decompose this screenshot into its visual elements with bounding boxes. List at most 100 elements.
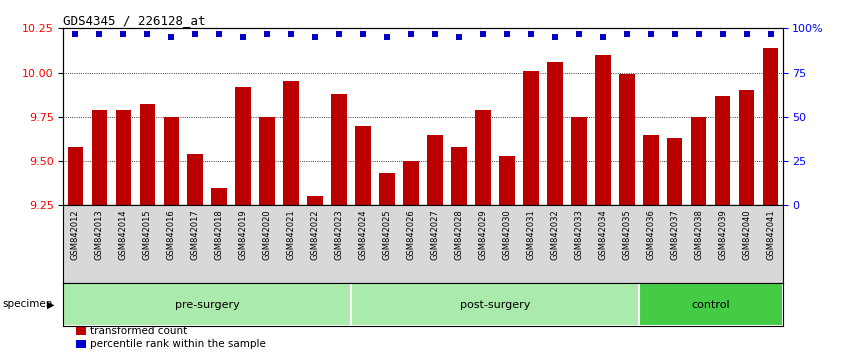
Text: GSM842021: GSM842021 [287,209,295,260]
Text: GSM842036: GSM842036 [646,209,655,260]
Bar [595,55,611,205]
Bar [235,87,251,205]
Point [644,31,657,36]
Text: GSM842017: GSM842017 [191,209,200,260]
Text: GSM842041: GSM842041 [766,209,775,260]
Text: GSM842033: GSM842033 [574,209,583,260]
Text: GSM842023: GSM842023 [335,209,343,260]
Text: GDS4345 / 226128_at: GDS4345 / 226128_at [63,14,206,27]
Point [500,31,514,36]
Point [356,31,370,36]
Text: transformed count: transformed count [90,326,187,336]
Point [548,34,562,40]
Point [572,31,585,36]
Point [716,31,729,36]
Point [428,31,442,36]
Text: GSM842027: GSM842027 [431,209,439,260]
Point [764,31,777,36]
Point [92,31,106,36]
Point [380,34,393,40]
Bar [571,117,586,205]
Text: GSM842014: GSM842014 [119,209,128,260]
Bar [619,74,634,205]
Bar [116,110,131,205]
Text: GSM842015: GSM842015 [143,209,151,260]
Text: GSM842030: GSM842030 [503,209,511,260]
Text: GSM842040: GSM842040 [742,209,751,260]
Text: GSM842012: GSM842012 [71,209,80,260]
Text: control: control [691,300,730,310]
Point [140,31,154,36]
Text: GSM842034: GSM842034 [598,209,607,260]
Point [524,31,537,36]
Bar [260,117,275,205]
Text: GSM842020: GSM842020 [263,209,272,260]
Bar [643,135,658,205]
Text: GSM842031: GSM842031 [526,209,536,260]
Text: GSM842018: GSM842018 [215,209,223,260]
Point [284,31,298,36]
Bar [140,104,155,205]
Bar [91,110,107,205]
Bar [63,283,351,326]
Text: post-surgery: post-surgery [459,300,530,310]
Bar [404,161,419,205]
Bar [283,81,299,205]
Bar [351,283,639,326]
Text: GSM842039: GSM842039 [718,209,727,260]
Bar [475,110,491,205]
Point [308,34,321,40]
Point [596,34,609,40]
Bar [763,48,778,205]
Point [739,31,753,36]
Bar [188,154,203,205]
Text: GSM842024: GSM842024 [359,209,367,260]
Bar [739,90,755,205]
Bar [163,117,179,205]
Point [620,31,634,36]
Point [261,31,274,36]
Text: GSM842013: GSM842013 [95,209,104,260]
Bar [523,71,539,205]
Text: specimen: specimen [3,299,53,309]
Text: GSM842026: GSM842026 [407,209,415,260]
Point [189,31,202,36]
Bar [547,62,563,205]
Text: GSM842019: GSM842019 [239,209,248,260]
Text: GSM842025: GSM842025 [382,209,392,260]
Bar [451,147,467,205]
Bar [332,94,347,205]
Text: GSM842037: GSM842037 [670,209,679,260]
Text: GSM842038: GSM842038 [695,209,703,260]
Bar [639,283,783,326]
Bar [379,173,395,205]
Point [164,34,178,40]
Point [117,31,130,36]
Text: GSM842029: GSM842029 [479,209,487,260]
Point [667,31,681,36]
Text: GSM842032: GSM842032 [551,209,559,260]
Point [476,31,490,36]
Bar [499,156,514,205]
Text: GSM842028: GSM842028 [454,209,464,260]
Text: percentile rank within the sample: percentile rank within the sample [90,339,266,349]
Point [69,31,82,36]
Point [212,31,226,36]
Text: GSM842022: GSM842022 [310,209,320,260]
Bar [427,135,442,205]
Bar [715,96,730,205]
Bar [667,138,683,205]
Bar [691,117,706,205]
Text: pre-surgery: pre-surgery [175,300,239,310]
Text: ▶: ▶ [47,299,55,309]
Point [452,34,465,40]
Text: GSM842035: GSM842035 [623,209,631,260]
Bar [307,196,323,205]
Bar [68,147,83,205]
Point [692,31,706,36]
Point [332,31,346,36]
Text: GSM842016: GSM842016 [167,209,176,260]
Point [236,34,250,40]
Point [404,31,418,36]
Bar [355,126,371,205]
